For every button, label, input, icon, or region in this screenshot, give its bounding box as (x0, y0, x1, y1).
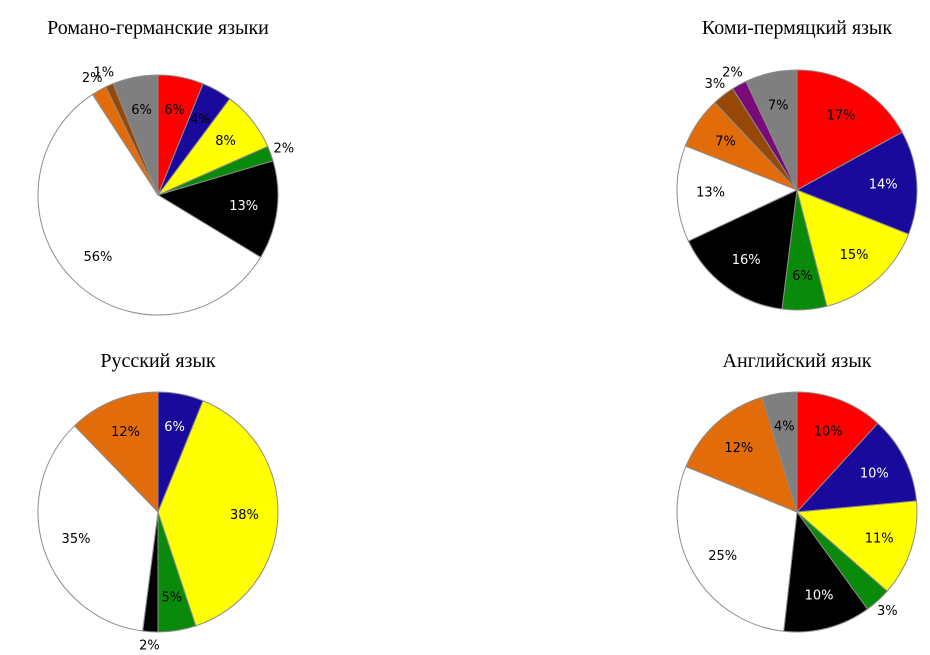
pie-slice-label: 10% (860, 467, 889, 482)
pie-chart-russian: Русский язык 6% 38% 5% 2% 35% 12% (37, 350, 279, 654)
pie-slice-label: 10% (805, 589, 834, 604)
pie-slices (37, 74, 279, 316)
pie-slice (73, 391, 159, 514)
pie-slice-label: 3% (877, 604, 898, 619)
pie-slice (37, 93, 262, 316)
pie-slice-labels: 17% 14% 15% 6% 16% 13% 7% 3%2% 7% (696, 66, 898, 285)
pie-slice (761, 391, 798, 513)
pie-slices (676, 391, 918, 633)
pie-slice (676, 465, 798, 632)
pie-slice (796, 69, 903, 191)
pie-slice-labels: 6% 38% 5% 2% 35% 12% (62, 420, 259, 654)
pie-slice-label: 1% (93, 66, 114, 81)
pie-chart-komi-permyak: Коми-пермяцкий язык 17% 14% 15% 6% 16% 13% 7% 3… (676, 17, 918, 311)
pie-slice-label: 35% (62, 532, 91, 547)
pie-slice-label: 8% (215, 134, 236, 149)
chart-title: Русский язык (100, 350, 216, 372)
pie-slice-label: 10% (814, 424, 843, 439)
pie-slice (745, 69, 798, 191)
pie-slice-label: 6% (792, 269, 813, 284)
pie-slice-label: 16% (732, 253, 761, 268)
pie-slice (685, 396, 798, 513)
pie-slice-labels: 10% 10% 11% 3% 10% 25% 12% 4% (708, 420, 897, 620)
pie-slice (795, 422, 918, 513)
pie-slice-label: 38% (230, 508, 259, 523)
pie-slice-label: 12% (111, 425, 140, 440)
pie-slice (795, 500, 918, 592)
pie-slice (112, 74, 159, 196)
pie-slice-label: 4% (190, 113, 211, 128)
pie-slice (795, 131, 918, 235)
pie-chart-english: Английский язык 10% 10% 11% 3% 10% 25% 12% 4% (676, 350, 918, 633)
pie-slice-label: 7% (768, 99, 789, 114)
chart-title: Коми-пермяцкий язык (702, 17, 892, 39)
pie-slice (37, 425, 159, 632)
pie-slice (676, 145, 799, 242)
pie-slice (796, 391, 879, 514)
pie-slice-label: 12% (724, 441, 753, 456)
chart-title: Романо-германские языки (47, 17, 269, 39)
pie-slice-labels: 6%4%8%2%13%56%2%1%6% (82, 66, 294, 266)
pie-slice (796, 189, 910, 307)
pie-slice-label: 25% (708, 549, 737, 564)
pie-slice-label: 6% (164, 103, 185, 118)
pie-slice (157, 400, 279, 627)
pie-slice-label: 2% (82, 71, 103, 86)
pie-slice-label: 4% (774, 420, 795, 435)
pie-slice-label: 2% (139, 639, 160, 654)
pie-slice-label: 2% (722, 66, 743, 81)
pie-slice-label: 11% (865, 532, 894, 547)
pie-slice-label: 6% (164, 420, 185, 435)
pie-slice-label: 5% (161, 590, 182, 605)
pie-slice-label: 3% (705, 77, 726, 92)
pie-slices (676, 69, 918, 311)
pie-slices (37, 391, 279, 633)
pie-slice-label: 15% (840, 248, 869, 263)
pie-slice (156, 160, 279, 258)
pie-slice (687, 189, 798, 310)
pie-slice-label: 13% (696, 186, 725, 201)
pie-slice-label: 2% (273, 142, 294, 157)
pie-slice (783, 510, 869, 633)
pie-slice-label: 13% (229, 199, 258, 214)
pie-slice-label: 17% (827, 109, 856, 124)
chart-title: Английский язык (723, 350, 872, 372)
pie-slice-label: 56% (83, 250, 112, 265)
pie-chart-romance-germanic: Романо-германские языки 6% 4% 8% 2% 13% 56% 2%… (37, 17, 294, 316)
pie-slice-label: 6% (131, 103, 152, 118)
pie-slice-label: 7% (715, 134, 736, 149)
pie-slice-label: 14% (869, 178, 898, 193)
